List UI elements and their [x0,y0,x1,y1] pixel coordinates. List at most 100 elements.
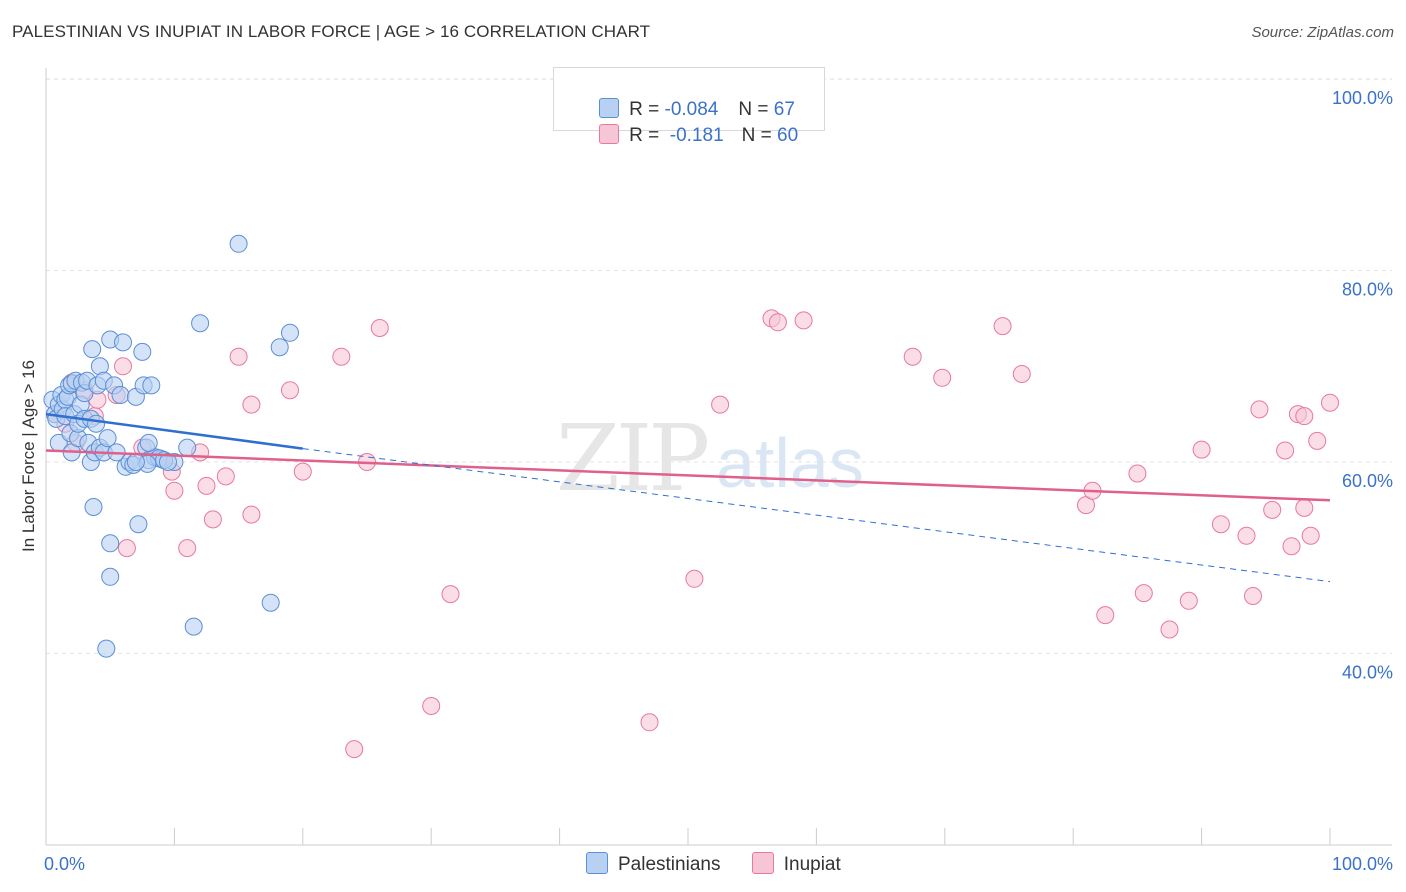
inupiat-swatch [599,124,620,144]
watermark-atlas: atlas [716,424,864,502]
palestinians-point [270,338,289,357]
inupiat-point [1244,587,1262,605]
legend-row-palestinians: R = -0.084 N = 67 [578,76,795,120]
inupiat-point [794,311,813,330]
inupiat-point [1179,591,1198,610]
inupiat-point [114,357,132,376]
series-legend: Palestinians Inupiat [586,852,867,876]
inupiat-point [422,697,441,715]
inupiat-point [1295,498,1314,517]
inupiat-point [197,476,216,495]
palestinians-point [83,340,102,359]
inupiat-trend-line [45,449,1331,502]
palestinians-point [97,639,116,658]
inupiat-point [903,347,922,366]
y-tick-label: 60.0% [1342,471,1393,491]
palestinians-point [114,333,132,352]
inupiat-point [370,319,389,337]
inupiat-point [117,539,136,558]
inupiat-swatch [751,852,774,874]
inupiat-point [441,585,460,604]
inupiat-point [345,740,364,759]
palestinians-swatch [599,98,620,118]
inupiat-point [1308,431,1327,450]
inupiat-point [1263,500,1282,519]
chart-title: PALESTINIAN VS INUPIAT IN LABOR FORCE | … [12,22,651,41]
palestinians-point [261,593,280,612]
palestinians-point [87,414,106,433]
source-credit: Source: ZipAtlas.com [1251,24,1394,41]
inupiat-point [1134,584,1153,603]
legend-item-inupiat: Inupiat [751,852,841,876]
axes [45,68,1392,846]
legend-r-value: -0.181 [664,125,724,146]
correlation-legend: R = -0.084 N = 67 R = -0.181 N = 60 [553,67,825,146]
palestinians-point [184,617,203,636]
inupiat-point [165,481,184,500]
y-tick-label: 100.0% [1332,88,1393,108]
palestinians-point [133,342,152,361]
legend-n-value: 67 [773,99,795,120]
y-tick-label: 40.0% [1342,662,1393,682]
inupiat-point [1160,620,1179,639]
inupiat-point [1237,526,1256,545]
inupiat-point [640,713,659,732]
legend-r-label: R = [629,125,665,146]
inupiat-point [229,347,248,366]
tick-labels: 40.0% 60.0% 80.0% 100.0% 0.0% 100.0% In Labor … [19,88,1393,874]
inupiat-point [1301,526,1320,545]
inupiat-point [1211,515,1230,534]
inupiat-point [281,381,299,400]
inupiat-point [178,539,197,558]
palestinians-point [98,429,117,448]
inupiat-point [711,395,730,414]
x-tick-label: 0.0% [44,854,85,874]
legend-item-palestinians: Palestinians [586,852,720,876]
inupiat-point [993,317,1012,336]
inupiat-point [242,505,261,524]
inupiat-point [1192,440,1211,459]
inupiat-point [685,569,704,588]
inupiat-point [1128,464,1147,483]
inupiat-point [1282,537,1301,556]
inupiat-point [293,462,312,481]
x-tick-label: 100.0% [1332,854,1393,874]
palestinians-point [159,453,177,471]
inupiat-point [1096,606,1115,625]
legend-label-palestinians: Palestinians [618,854,721,875]
inupiat-point [1295,407,1314,426]
inupiat-point [242,395,261,414]
palestinians-point [126,453,145,471]
legend-r-value: -0.084 [664,99,719,120]
legend-n-label: N = [738,99,774,120]
inupiat-point [1321,393,1339,412]
palestinians-trend-line [45,412,303,450]
palestinians-point [101,567,120,586]
legend-r-label: R = [629,99,665,120]
palestinians-point [229,234,248,253]
inupiat-point [216,467,235,486]
y-tick-label: 80.0% [1342,280,1393,300]
legend-label-inupiat: Inupiat [783,854,841,875]
palestinians-point [178,438,197,457]
inupiat-point [1276,441,1295,460]
inupiat-point [933,368,952,387]
inupiat-point [203,510,222,529]
palestinians-point [281,323,299,342]
inupiat-point [1250,400,1269,419]
legend-row-inupiat: R = -0.181 N = 60 [578,102,798,146]
inupiat-points [46,309,1339,759]
palestinians-point [139,433,158,452]
palestinians-point [111,386,130,404]
watermark-zip: ZIP [556,405,707,512]
grid-lines [46,78,1392,654]
palestinians-point [191,314,210,333]
palestinians-point [142,376,161,395]
y-axis-label: In Labor Force | Age > 16 [19,360,38,552]
palestinians-swatch [586,852,608,874]
legend-n-label: N = [741,125,778,146]
palestinians-point [84,498,103,516]
zipatlas-watermark: ZIP atlas [556,405,864,512]
legend-n-value: 60 [777,125,799,146]
